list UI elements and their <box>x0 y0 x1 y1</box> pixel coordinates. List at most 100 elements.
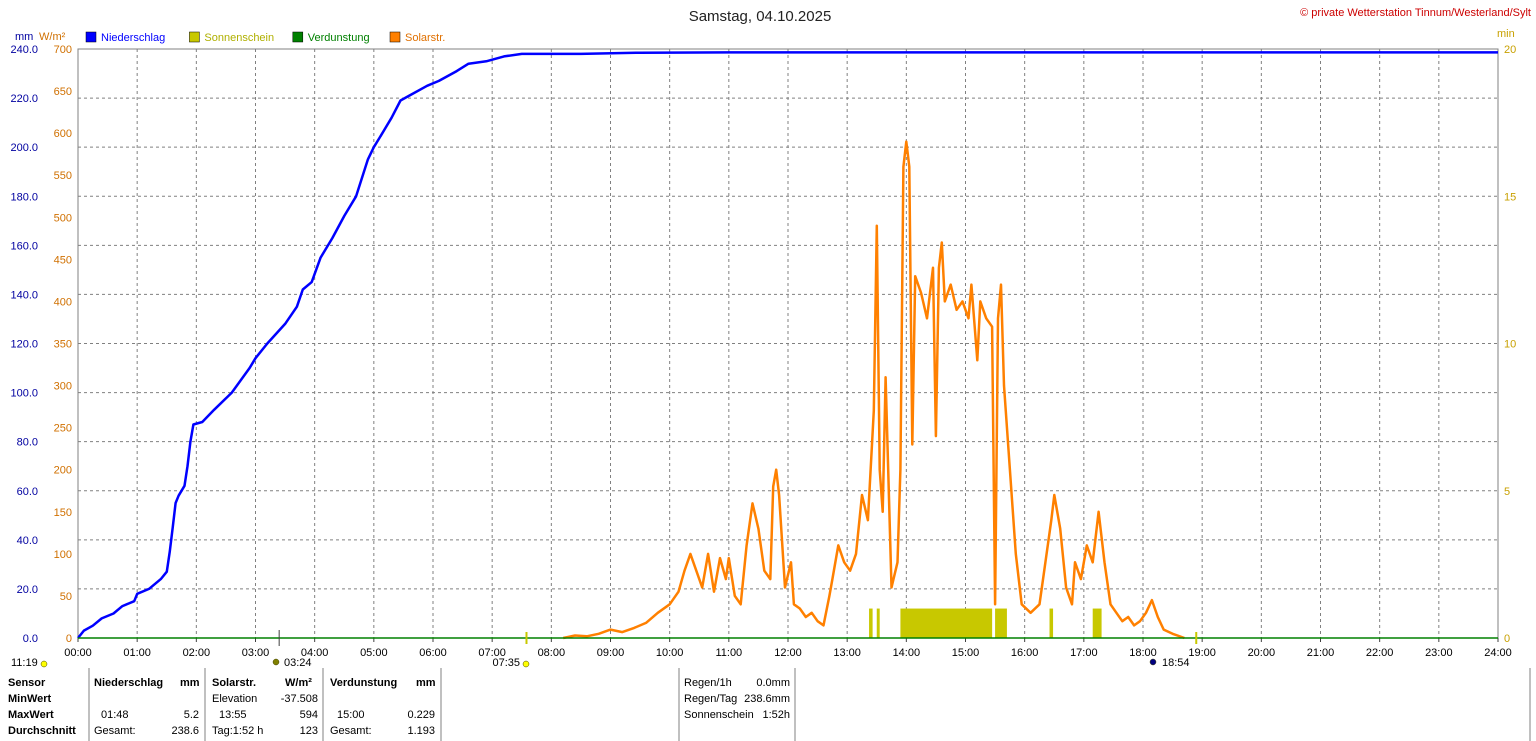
weather-chart: Samstag, 04.10.2025 © private Wetterstat… <box>10 7 1531 668</box>
summary-sonnenschein-label: Sonnenschein <box>684 709 754 721</box>
y-tick-mm: 20.0 <box>17 584 38 596</box>
y-tick-mm: 80.0 <box>17 437 38 449</box>
niederschlag-max-time: 01:48 <box>101 709 129 721</box>
x-tick-label: 04:00 <box>301 647 329 659</box>
time-marker-label: 18:54 <box>1162 657 1190 668</box>
stats-sensor-label: Sensor <box>8 677 46 689</box>
niederschlag-avg-value: 238.6 <box>171 725 199 737</box>
stats-min-label: MinWert <box>8 693 52 705</box>
y-tick-mm: 180.0 <box>10 191 38 203</box>
copyright-text: © private Wetterstation Tinnum/Westerlan… <box>1300 7 1531 19</box>
solar-unit: W/m² <box>285 677 312 689</box>
x-tick-label: 07:00 <box>478 647 506 659</box>
y-tick-wm2: 200 <box>54 465 72 477</box>
y-tick-min: 10 <box>1504 339 1516 351</box>
x-tick-label: 18:00 <box>1129 647 1157 659</box>
y-tick-wm2: 600 <box>54 128 72 140</box>
x-tick-label: 22:00 <box>1366 647 1394 659</box>
sunshine-bar <box>876 608 880 638</box>
y-tick-wm2: 100 <box>54 549 72 561</box>
sunshine-bar <box>869 608 873 638</box>
unit-min-label: min <box>1497 28 1515 40</box>
y-tick-mm: 160.0 <box>10 240 38 252</box>
y-tick-wm2: 350 <box>54 339 72 351</box>
y-tick-mm: 120.0 <box>10 339 38 351</box>
x-tick-label: 00:00 <box>64 647 92 659</box>
verdunstung-max-value: 0.229 <box>407 709 435 721</box>
niederschlag-title: Niederschlag <box>94 677 164 689</box>
plot-area: 0.0 20.0 40.0 60.0 80.0 100.0 120.0 140.0 160.0 1… <box>10 44 1516 668</box>
x-tick-label: 03:00 <box>242 647 270 659</box>
x-tick-label: 14:00 <box>893 647 921 659</box>
y-tick-wm2: 500 <box>54 212 72 224</box>
y-tick-wm2: 250 <box>54 423 72 435</box>
x-tick-label: 11:00 <box>715 647 742 659</box>
y-tick-wm2: 400 <box>54 296 72 308</box>
y-tick-mm: 40.0 <box>17 535 38 547</box>
x-tick-label: 17:00 <box>1070 647 1098 659</box>
y-tick-wm2: 550 <box>54 170 72 182</box>
verdunstung-unit: mm <box>416 677 436 689</box>
summary-regen-tag-value: 238.6mm <box>744 693 790 705</box>
solar-avg-value: 123 <box>299 725 318 737</box>
verdunstung-max-time: 15:00 <box>337 709 365 721</box>
sunshine-bar <box>995 608 1007 638</box>
y-tick-min: 15 <box>1504 191 1516 203</box>
time-marker-dot <box>272 658 280 666</box>
x-tick-label: 15:00 <box>952 647 980 659</box>
unit-mm-label: mm <box>15 31 33 43</box>
legend-swatch <box>85 31 97 43</box>
x-tick-label: 06:00 <box>419 647 447 659</box>
stats-panel: Sensor MinWert MaxWert Durchschnitt Nied… <box>0 668 1536 741</box>
y-tick-wm2: 450 <box>54 254 72 266</box>
x-tick-label: 24:00 <box>1484 647 1512 659</box>
y-tick-mm: 100.0 <box>10 388 38 400</box>
y-tick-wm2: 0 <box>66 633 72 645</box>
chart-title: Samstag, 04.10.2025 <box>689 8 832 25</box>
solar-min-label: Elevation <box>212 693 258 705</box>
legend-label: Niederschlag <box>101 32 165 44</box>
solar-max-time: 13:55 <box>219 709 247 721</box>
stats-avg-label: Durchschnitt <box>8 725 76 737</box>
rain-line <box>77 51 1498 639</box>
y-tick-wm2: 700 <box>54 44 72 56</box>
legend: Niederschlag Sonnenschein Verdunstung Solar… <box>85 31 445 44</box>
y-tick-wm2: 300 <box>54 381 72 393</box>
niederschlag-unit: mm <box>180 677 200 689</box>
summary-regen-1h-value: 0.0mm <box>756 677 790 689</box>
legend-label: Solarstr. <box>405 32 445 44</box>
y-tick-mm: 240.0 <box>10 44 38 56</box>
solar-line <box>562 140 1185 640</box>
summary-regen-tag-label: Regen/Tag <box>684 693 738 705</box>
solar-max-value: 594 <box>299 709 318 721</box>
x-tick-label: 21:00 <box>1307 647 1335 659</box>
y-tick-wm2: 50 <box>60 591 72 603</box>
y-tick-mm: 220.0 <box>10 93 38 105</box>
time-marker-label: 11:19 <box>11 657 38 668</box>
x-tick-label: 09:00 <box>597 647 625 659</box>
solar-title: Solarstr. <box>212 677 257 689</box>
verdunstung-avg-label: Gesamt: <box>330 725 372 737</box>
summary-regen-1h-label: Regen/1h <box>684 677 732 689</box>
x-tick-label: 08:00 <box>538 647 566 659</box>
x-tick-label: 19:00 <box>1188 647 1216 659</box>
x-tick-label: 10:00 <box>656 647 684 659</box>
time-marker-label: 03:24 <box>284 657 312 668</box>
x-tick-label: 05:00 <box>360 647 388 659</box>
y-tick-mm: 200.0 <box>10 142 38 154</box>
y-tick-min: 20 <box>1504 44 1516 56</box>
sunshine-bar <box>1092 608 1102 638</box>
legend-label: Sonnenschein <box>204 32 274 44</box>
legend-swatch <box>189 31 200 43</box>
legend-label: Verdunstung <box>308 32 370 44</box>
y-tick-mm: 60.0 <box>17 486 38 498</box>
solar-avg-label: Tag:1:52 h <box>212 725 264 737</box>
time-marker-dot <box>522 660 530 668</box>
y-tick-wm2: 150 <box>54 507 72 519</box>
time-marker-dot <box>40 660 48 668</box>
x-tick-label: 16:00 <box>1011 647 1039 659</box>
legend-swatch <box>292 31 304 43</box>
y-tick-min: 5 <box>1504 486 1510 498</box>
x-tick-label: 12:00 <box>774 647 802 659</box>
solar-min-value: -37.508 <box>280 693 318 705</box>
